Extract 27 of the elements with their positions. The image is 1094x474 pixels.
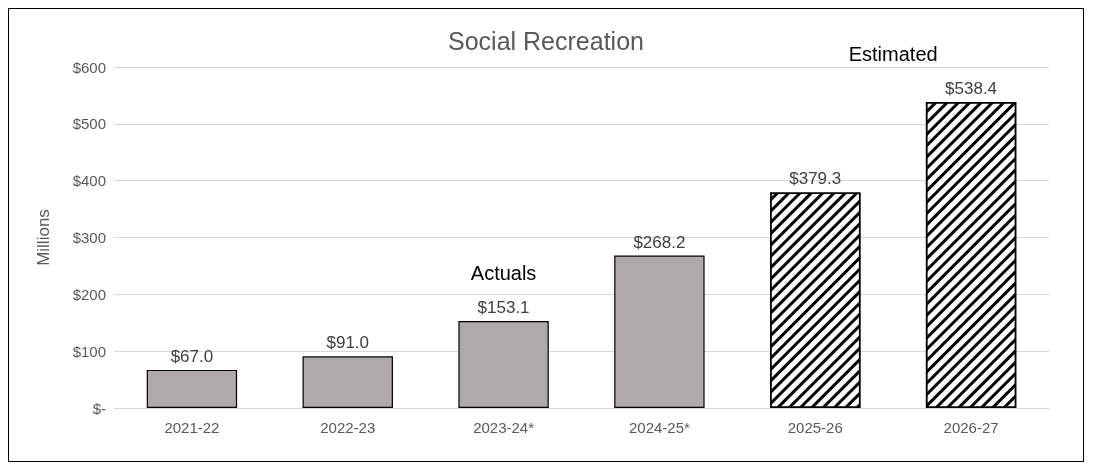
chart-title: Social Recreation — [448, 26, 644, 55]
y-tick-label: $600 — [72, 58, 106, 76]
x-tick-label: 2021-22 — [164, 419, 220, 436]
series-label: Actuals — [470, 261, 537, 284]
x-tick-label: 2026-27 — [943, 419, 999, 436]
data-label: $268.2 — [633, 232, 686, 252]
y-tick-label: $400 — [72, 172, 106, 190]
bar — [302, 356, 393, 408]
data-label: $67.0 — [170, 346, 214, 366]
y-tick-label: $500 — [72, 115, 106, 133]
bar — [614, 255, 705, 408]
data-label: $538.4 — [945, 79, 998, 99]
y-tick-label: $200 — [72, 285, 106, 303]
y-tick-label: $100 — [72, 342, 106, 360]
data-label: $153.1 — [477, 297, 530, 317]
x-tick-label: 2022-23 — [320, 419, 376, 436]
y-tick-label: $300 — [72, 229, 106, 246]
data-label: $379.3 — [789, 169, 842, 189]
x-tick-label: 2023-24* — [473, 419, 535, 436]
bar — [458, 320, 549, 408]
bar — [146, 369, 238, 408]
y-axis-title: Millions — [34, 209, 53, 266]
series-label: Estimated — [848, 43, 938, 66]
x-tick-label: 2025-26 — [787, 419, 843, 436]
y-tick-label: $- — [92, 399, 106, 417]
x-tick-label: 2024-25* — [628, 419, 691, 436]
data-label: $91.0 — [326, 333, 370, 353]
